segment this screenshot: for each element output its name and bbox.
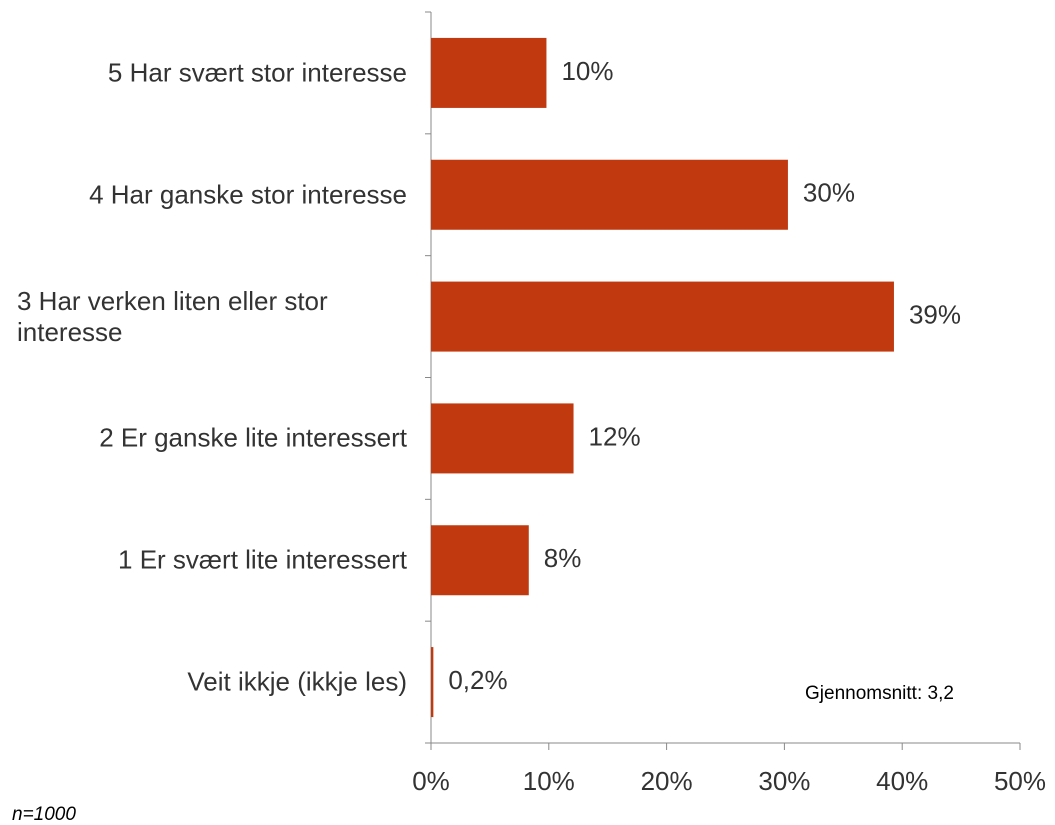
category-label: 1 Er svært lite interessert bbox=[118, 544, 407, 575]
x-tick-label: 0% bbox=[412, 766, 450, 796]
x-tick-label: 10% bbox=[523, 766, 575, 796]
category-label: 2 Er ganske lite interessert bbox=[99, 422, 407, 453]
x-tick-label: 40% bbox=[876, 766, 928, 796]
bar bbox=[431, 159, 788, 230]
bar bbox=[431, 525, 529, 596]
value-label: 8% bbox=[544, 543, 582, 573]
annotation: Gjennomsnitt: 3,2 bbox=[805, 683, 954, 704]
bar bbox=[431, 647, 434, 718]
category-label: 5 Har svært stor interesse bbox=[107, 57, 407, 88]
note: n=1000 bbox=[12, 804, 76, 825]
x-tick-label: 20% bbox=[641, 766, 693, 796]
bar bbox=[431, 37, 547, 108]
category-label: Veit ikkje (ikkje les) bbox=[187, 666, 407, 697]
category-label: 4 Har ganske stor interesse bbox=[89, 179, 407, 210]
value-label: 10% bbox=[561, 56, 613, 86]
value-label: 39% bbox=[909, 299, 961, 329]
value-label: 12% bbox=[589, 421, 641, 451]
value-label: 0,2% bbox=[448, 665, 507, 695]
x-tick-label: 50% bbox=[994, 766, 1046, 796]
category-label: 3 Har verken liten eller stor interesse bbox=[17, 285, 328, 347]
x-tick-label: 30% bbox=[758, 766, 810, 796]
value-label: 30% bbox=[803, 178, 855, 208]
bar bbox=[431, 281, 894, 352]
bar bbox=[431, 403, 574, 474]
